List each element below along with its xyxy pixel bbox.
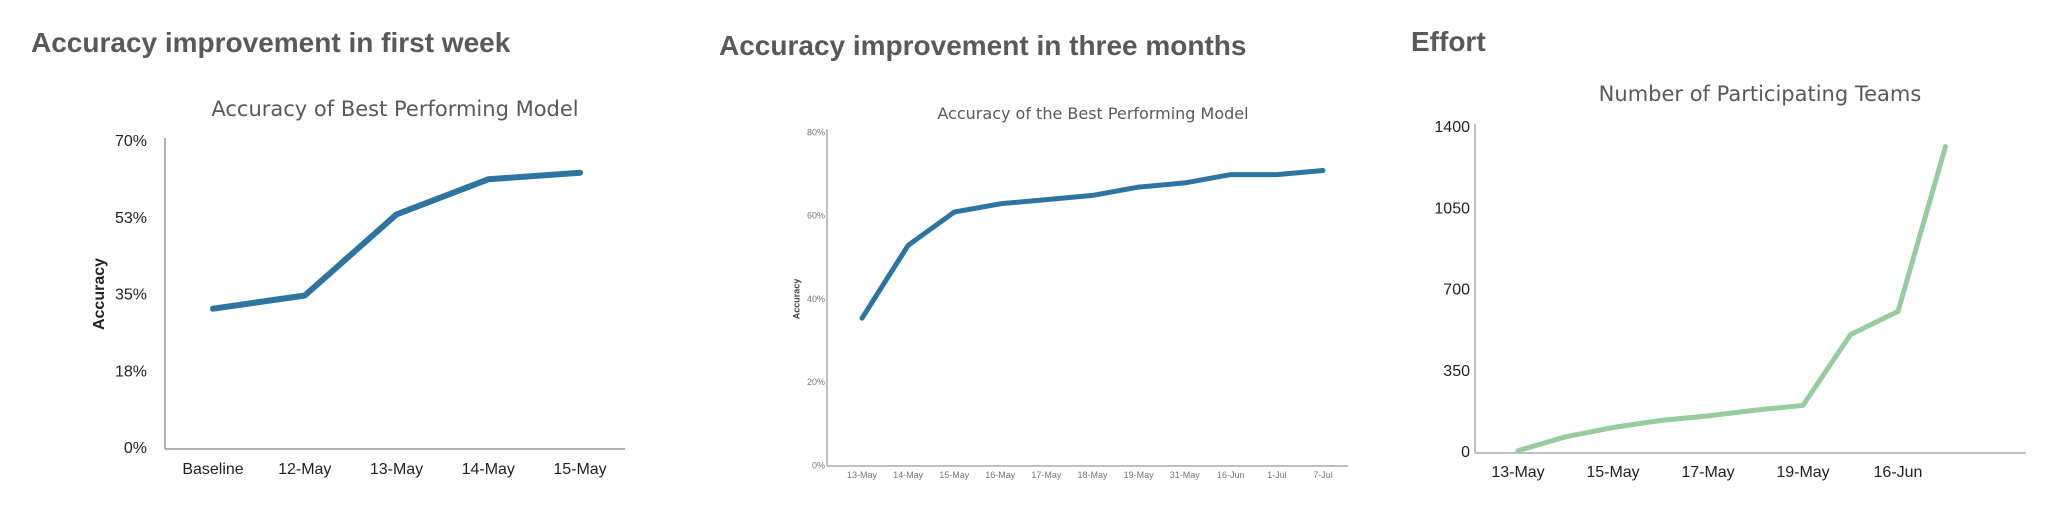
chart-first-week: Accuracy of Best Performing Model 0% 18% 35… — [91, 97, 625, 478]
y-tick-label: 53% — [115, 210, 147, 227]
chart-title: Accuracy of the Best Performing Model — [937, 104, 1248, 123]
x-tick-label: 13-May — [1491, 464, 1544, 481]
y-axis-label: Accuracy — [791, 279, 801, 320]
x-tick-label: 13-May — [847, 470, 878, 480]
chart-effort: Number of Participating Teams 0 350 700 1050… — [1434, 82, 2026, 481]
y-axis-label: Accuracy — [91, 258, 108, 330]
x-tick-label: 19-May — [1776, 464, 1829, 481]
x-tick-label: 15-May — [1586, 464, 1639, 481]
y-tick-label: 0 — [1461, 444, 1470, 461]
x-tick-label: 17-May — [1031, 470, 1062, 480]
panel-heading: Accuracy improvement in three months — [719, 30, 1247, 61]
x-tick-label: 16-Jun — [1874, 464, 1923, 481]
x-tick-label: 14-May — [893, 470, 924, 480]
x-tick-label: 7-Jul — [1313, 470, 1333, 480]
x-tick-label: 1-Jul — [1267, 470, 1287, 480]
y-tick-label: 1050 — [1434, 200, 1470, 217]
x-tick-label: 13-May — [370, 461, 423, 478]
y-tick-label: 18% — [115, 363, 147, 380]
y-tick-label: 80% — [807, 127, 825, 137]
y-tick-label: 350 — [1443, 363, 1470, 380]
x-tick-label: Baseline — [182, 461, 243, 478]
y-tick-label: 70% — [115, 133, 147, 150]
x-tick-label: 17-May — [1681, 464, 1734, 481]
x-tick-label: 16-May — [985, 470, 1016, 480]
chart-title: Number of Participating Teams — [1599, 82, 1922, 106]
x-tick-label: 16-Jun — [1217, 470, 1245, 480]
y-tick-label: 1400 — [1434, 119, 1470, 136]
series-line — [210, 169, 583, 312]
panel-heading: Accuracy improvement in first week — [31, 27, 511, 58]
panel-heading: Effort — [1411, 26, 1486, 57]
x-tick-label: 18-May — [1077, 470, 1108, 480]
x-tick-label: 19-May — [1124, 470, 1155, 480]
y-tick-label: 60% — [807, 211, 825, 221]
x-tick-label: 15-May — [939, 470, 970, 480]
y-tick-label: 0% — [124, 440, 147, 457]
x-tick-label: 15-May — [553, 461, 606, 478]
x-tick-label: 31-May — [1170, 470, 1201, 480]
y-tick-label: 20% — [807, 377, 825, 387]
y-tick-label: 0% — [812, 460, 825, 470]
chart-title: Accuracy of Best Performing Model — [211, 97, 578, 121]
panel-first-week: Accuracy improvement in first week Accur… — [0, 0, 690, 507]
series-line — [859, 168, 1326, 321]
x-tick-label: 12-May — [278, 461, 331, 478]
panel-effort: Effort Number of Participating Teams 0 350… — [1400, 0, 2048, 507]
panel-three-months: Accuracy improvement in three months Acc… — [690, 0, 1400, 507]
series-line — [1515, 144, 1948, 454]
y-tick-label: 40% — [807, 294, 825, 304]
y-tick-label: 700 — [1443, 282, 1470, 299]
chart-three-months: Accuracy of the Best Performing Model 0% 2… — [791, 104, 1348, 480]
y-tick-label: 35% — [115, 287, 147, 304]
x-tick-label: 14-May — [462, 461, 515, 478]
